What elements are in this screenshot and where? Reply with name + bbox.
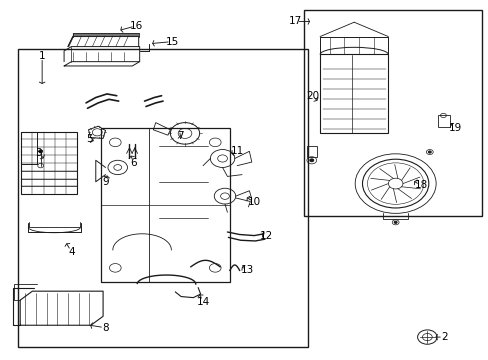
Bar bbox=[18, 49, 307, 347]
Bar bbox=[306, 146, 316, 157]
Text: 18: 18 bbox=[413, 180, 427, 190]
Bar bbox=[21, 132, 77, 194]
Text: 9: 9 bbox=[102, 177, 109, 187]
Circle shape bbox=[39, 150, 42, 153]
Text: 14: 14 bbox=[196, 297, 209, 307]
Text: 4: 4 bbox=[68, 247, 75, 257]
Bar bbox=[320, 54, 387, 134]
Circle shape bbox=[309, 159, 313, 162]
Text: 16: 16 bbox=[129, 21, 142, 31]
Text: 11: 11 bbox=[230, 146, 244, 156]
Text: 8: 8 bbox=[102, 323, 109, 333]
Text: 10: 10 bbox=[247, 197, 260, 207]
Text: 13: 13 bbox=[240, 265, 253, 275]
Text: 17: 17 bbox=[288, 17, 301, 27]
Circle shape bbox=[393, 221, 396, 224]
Circle shape bbox=[427, 151, 430, 153]
Bar bbox=[304, 10, 481, 216]
Text: 19: 19 bbox=[447, 123, 461, 133]
Text: 1: 1 bbox=[39, 51, 45, 61]
Text: 15: 15 bbox=[165, 37, 179, 46]
Bar bbox=[101, 128, 229, 282]
Bar bbox=[437, 116, 449, 127]
Text: 5: 5 bbox=[86, 134, 93, 144]
Text: 7: 7 bbox=[177, 131, 183, 141]
Text: 2: 2 bbox=[440, 332, 447, 342]
Text: 6: 6 bbox=[130, 158, 137, 168]
Text: 20: 20 bbox=[305, 91, 319, 101]
Text: 12: 12 bbox=[259, 231, 272, 240]
Text: 3: 3 bbox=[35, 148, 42, 158]
